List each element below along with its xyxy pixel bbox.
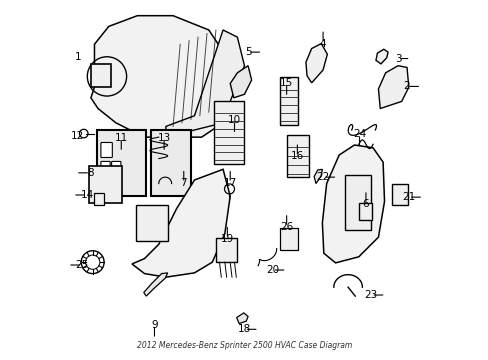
FancyBboxPatch shape [279, 77, 298, 125]
Text: 20: 20 [265, 265, 278, 275]
FancyBboxPatch shape [101, 161, 110, 174]
Text: 8: 8 [87, 168, 93, 178]
FancyBboxPatch shape [135, 205, 167, 241]
FancyBboxPatch shape [101, 143, 112, 157]
Text: 13: 13 [157, 133, 170, 143]
Text: 2: 2 [403, 81, 409, 91]
FancyBboxPatch shape [358, 203, 372, 220]
Text: 2012 Mercedes-Benz Sprinter 2500 HVAC Case Diagram: 2012 Mercedes-Benz Sprinter 2500 HVAC Ca… [137, 341, 351, 350]
Text: 14: 14 [81, 190, 94, 200]
Text: 12: 12 [71, 131, 84, 141]
FancyBboxPatch shape [94, 193, 104, 205]
Text: 19: 19 [220, 234, 233, 244]
Polygon shape [143, 273, 167, 296]
Polygon shape [322, 145, 384, 263]
FancyBboxPatch shape [216, 238, 236, 262]
Polygon shape [230, 66, 251, 98]
FancyBboxPatch shape [111, 161, 121, 174]
Text: 18: 18 [237, 324, 251, 334]
FancyBboxPatch shape [391, 184, 407, 205]
Text: 6: 6 [362, 199, 368, 209]
Text: 1: 1 [75, 52, 81, 62]
FancyBboxPatch shape [89, 166, 122, 203]
Text: 16: 16 [290, 152, 304, 161]
Text: 24: 24 [352, 129, 366, 139]
Text: 7: 7 [180, 178, 187, 188]
Polygon shape [165, 30, 244, 137]
FancyBboxPatch shape [279, 228, 298, 249]
Polygon shape [378, 66, 408, 109]
FancyBboxPatch shape [151, 130, 190, 196]
Text: 15: 15 [280, 78, 293, 88]
Polygon shape [305, 44, 326, 83]
Text: 17: 17 [223, 178, 236, 188]
FancyBboxPatch shape [101, 177, 116, 191]
Text: 10: 10 [227, 115, 241, 125]
Text: 26: 26 [280, 222, 293, 232]
Text: 21: 21 [401, 192, 415, 202]
Text: 25: 25 [76, 260, 89, 270]
Text: 3: 3 [394, 54, 401, 64]
FancyBboxPatch shape [91, 64, 110, 87]
Text: 23: 23 [364, 290, 377, 300]
FancyBboxPatch shape [344, 175, 370, 230]
Polygon shape [236, 313, 247, 324]
Polygon shape [375, 49, 387, 64]
Text: 22: 22 [316, 172, 329, 182]
Polygon shape [132, 169, 230, 277]
FancyBboxPatch shape [286, 135, 308, 177]
Text: 11: 11 [114, 133, 128, 143]
FancyBboxPatch shape [214, 102, 244, 164]
Text: 9: 9 [151, 320, 158, 330]
Polygon shape [91, 16, 230, 137]
Polygon shape [313, 169, 322, 184]
Text: 4: 4 [319, 39, 325, 49]
Text: 5: 5 [244, 47, 251, 57]
FancyBboxPatch shape [97, 130, 145, 196]
